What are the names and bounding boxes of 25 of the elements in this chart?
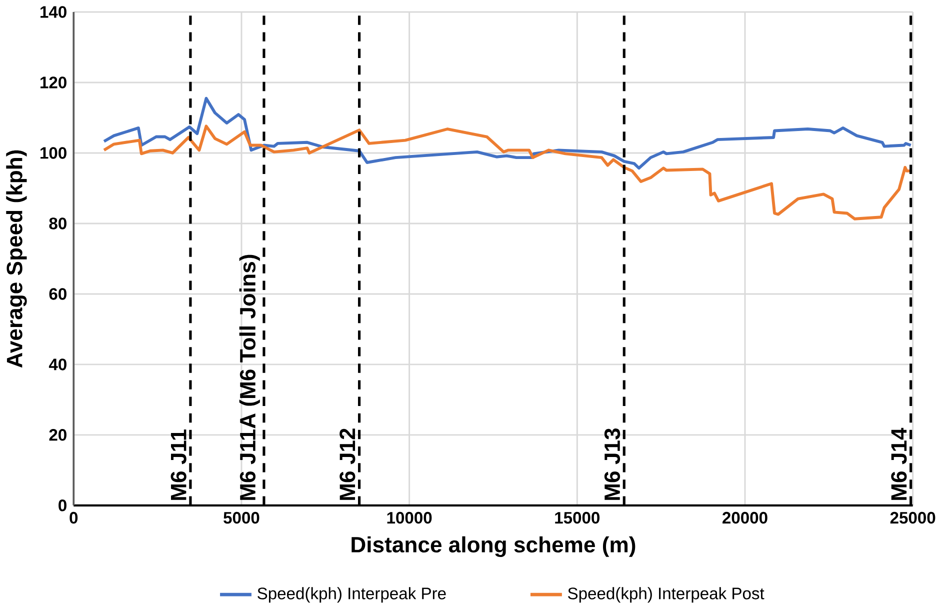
- x-tick-label: 25000: [890, 512, 936, 524]
- x-tick-label: 5000: [224, 512, 260, 524]
- ref-line-label: M6 J11: [170, 429, 186, 500]
- ref-line-label: M6 J12: [340, 428, 356, 500]
- legend-label: Speed(kph) Interpeak Pre: [258, 587, 446, 602]
- legend-label: Speed(kph) Interpeak Post: [568, 587, 764, 602]
- x-tick-label: 20000: [722, 512, 768, 524]
- line-series: [102, 124, 912, 220]
- y-tick-label: 100: [40, 146, 66, 159]
- y-tick-label: 20: [49, 428, 66, 441]
- y-tick-label: 60: [49, 288, 66, 300]
- ref-line-label: M6 J13: [604, 428, 620, 500]
- x-tick-label: 0: [70, 512, 78, 524]
- line-series: [102, 96, 912, 170]
- x-axis-title: Distance along scheme (m): [352, 536, 636, 557]
- y-tick-label: 140: [40, 6, 66, 18]
- y-tick-label: 120: [40, 76, 66, 88]
- y-tick-label: 40: [48, 358, 66, 370]
- ref-line-label: M6 J14: [891, 428, 907, 500]
- y-tick-label: 0: [58, 499, 66, 512]
- x-tick-label: 15000: [555, 512, 600, 524]
- ref-line-label: M6 J11A (M6 Toll Joins): [239, 254, 260, 500]
- y-axis-title: Average Speed (kph): [6, 150, 27, 368]
- x-tick-label: 10000: [387, 512, 432, 524]
- y-tick-label: 80: [49, 217, 66, 230]
